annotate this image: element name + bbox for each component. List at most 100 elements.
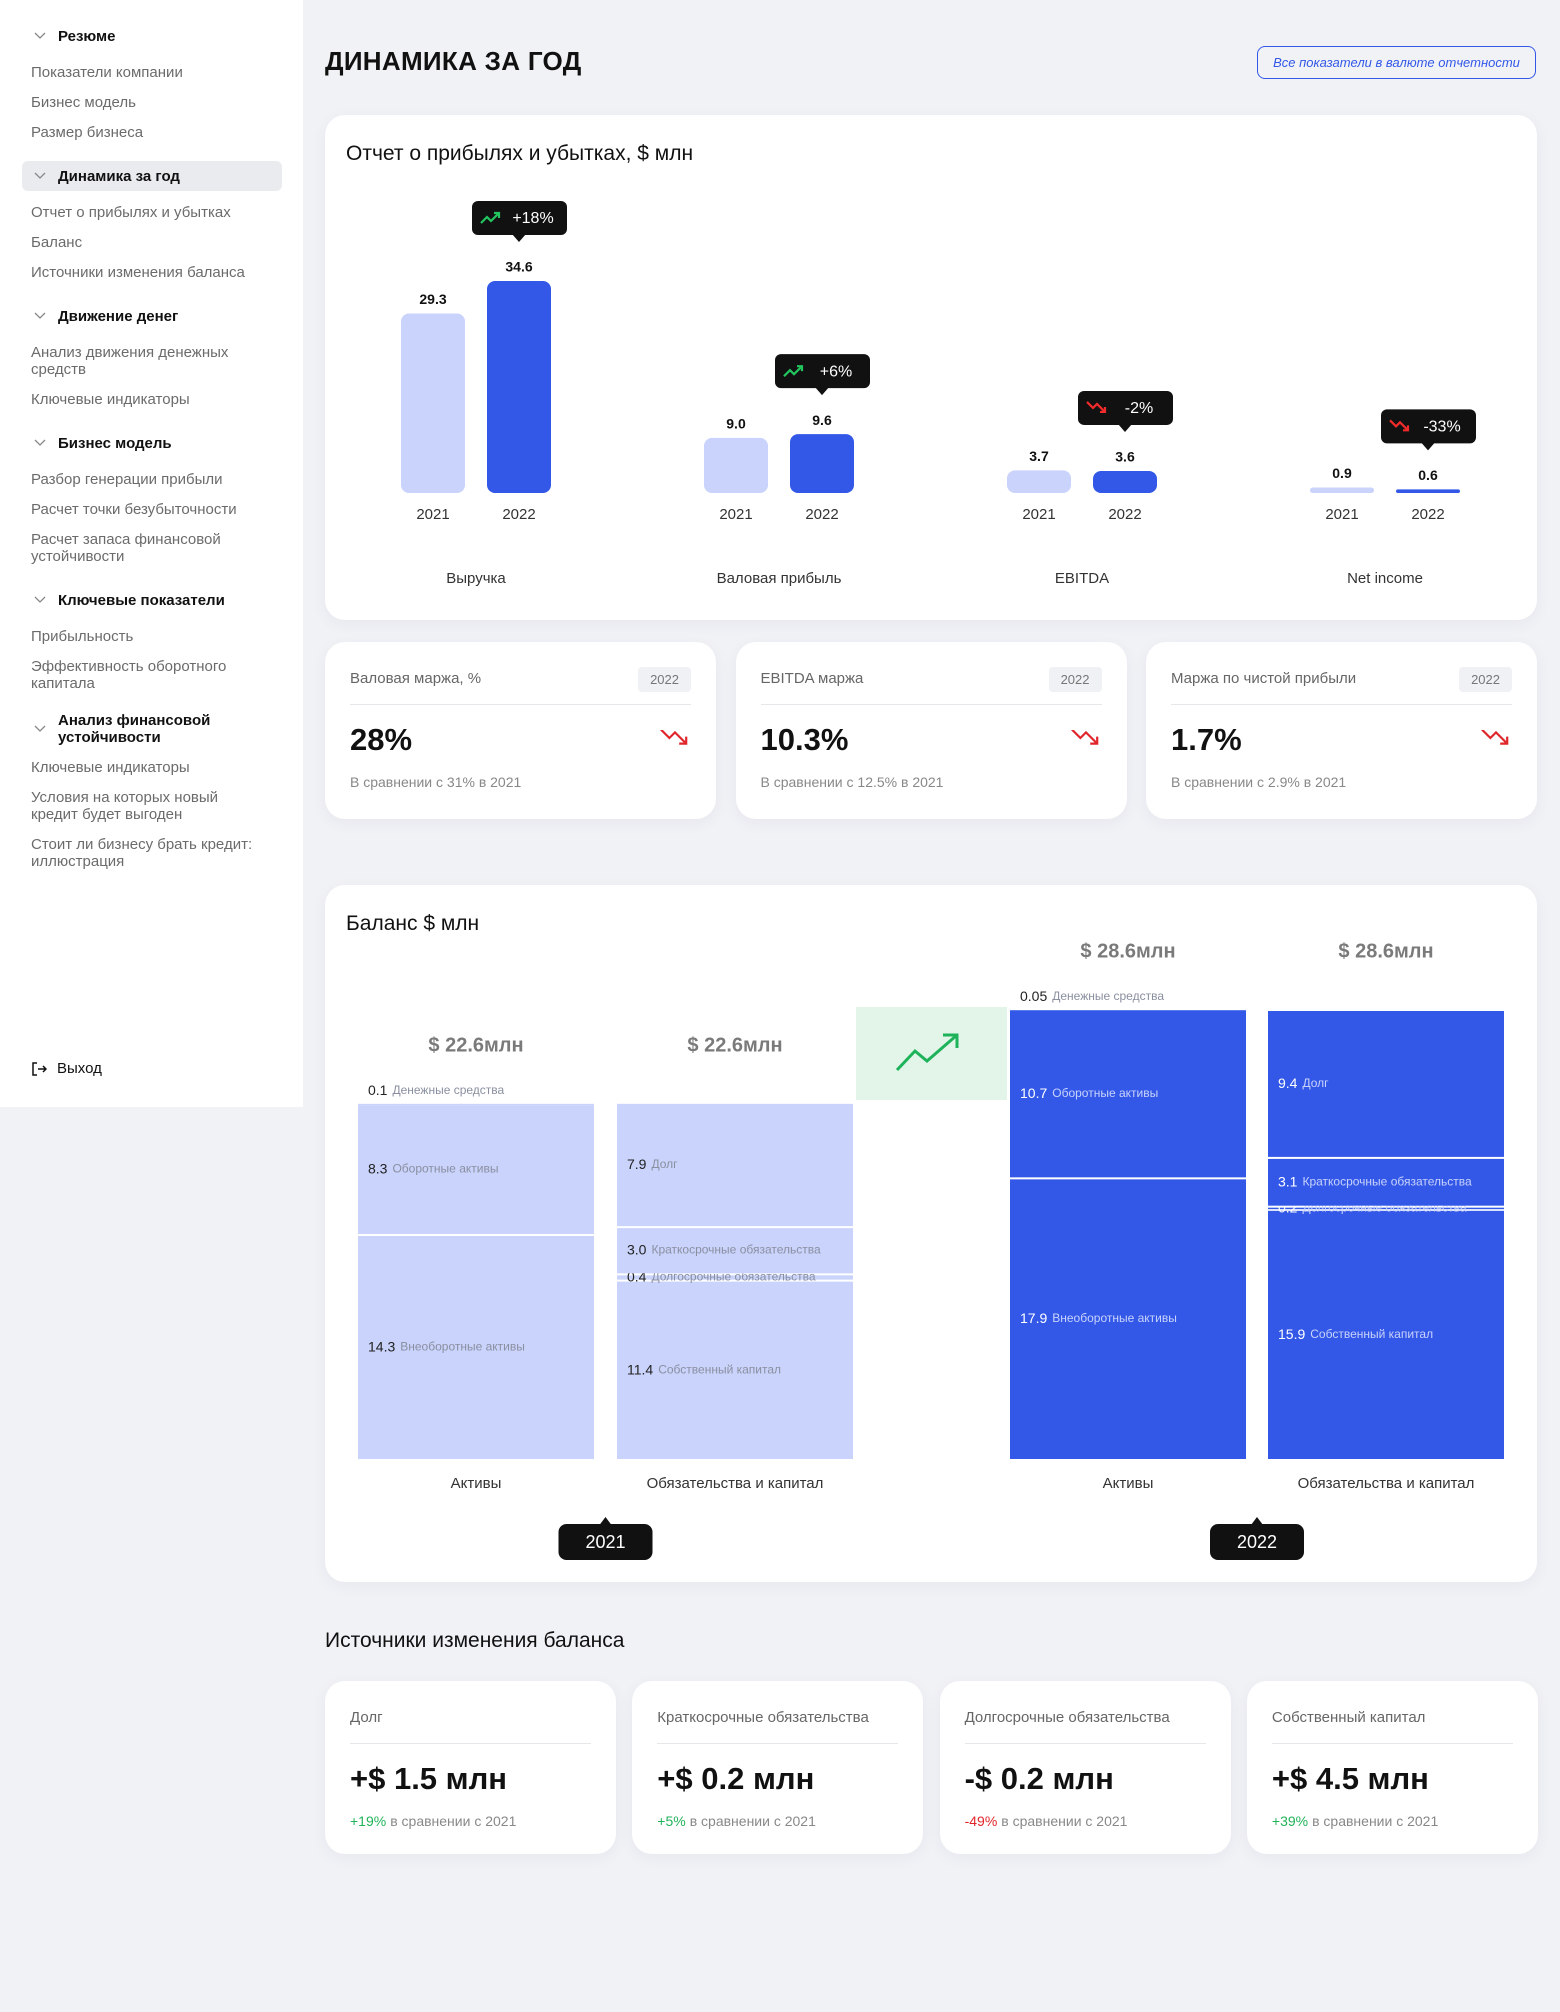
chevron-path bbox=[34, 439, 46, 446]
segment-value: 15.9 bbox=[1278, 1326, 1305, 1342]
kpi-value: 28% bbox=[350, 722, 413, 757]
value-label: 29.3 bbox=[419, 291, 446, 307]
nav-item[interactable]: Расчет точки безубыточности bbox=[31, 501, 237, 518]
series-label: 2021 bbox=[1325, 506, 1358, 523]
nav-section: Анализ финансовой устойчивости Ключевые и… bbox=[22, 712, 282, 870]
kpi-trend-icon bbox=[1481, 730, 1509, 745]
year-tag-pointer bbox=[1251, 1517, 1263, 1525]
nav-item[interactable]: Анализ движения денежных средств bbox=[31, 344, 229, 378]
source-card: Собственный капитал +$ 4.5 млн +39% в сравн… bbox=[1246, 1681, 1538, 1854]
value-label: 34.6 bbox=[505, 259, 532, 275]
source-title: Долг bbox=[350, 1709, 383, 1726]
year-tag-label: 2022 bbox=[1237, 1532, 1277, 1552]
segment-name: Внеоборотные активы bbox=[400, 1340, 525, 1354]
nav-section-title[interactable]: Ключевые показатели bbox=[58, 591, 225, 609]
nav-item[interactable]: Показатели компании bbox=[31, 64, 183, 81]
segment-value: 0.05 bbox=[1020, 988, 1047, 1004]
nav-section-header[interactable]: Анализ финансовой устойчивости bbox=[22, 712, 282, 746]
value-label: 0.9 bbox=[1332, 465, 1352, 481]
nav-section: Движение денег Анализ движения денежных с… bbox=[22, 301, 282, 409]
kpi-card: Валовая маржа, % 2022 28% В сравнении с 31%… bbox=[325, 642, 716, 819]
nav-section-header[interactable]: Резюме bbox=[22, 21, 282, 51]
kpi-value: 1.7% bbox=[1171, 722, 1242, 757]
divider bbox=[350, 704, 691, 705]
segment-label: 9.4 Долг bbox=[1278, 1075, 1329, 1091]
nav-item[interactable]: Ключевые индикаторы bbox=[31, 391, 190, 408]
nav-section-title[interactable]: Движение денег bbox=[58, 307, 179, 325]
logout-label[interactable]: Выход bbox=[57, 1060, 102, 1077]
source-card: Краткосрочные обязательства +$ 0.2 млн +5%… bbox=[632, 1681, 924, 1854]
segment-name: Денежные средства bbox=[1052, 989, 1164, 1003]
nav-section-title[interactable]: Резюме bbox=[58, 27, 116, 45]
divider bbox=[1171, 704, 1512, 705]
source-value: +$ 1.5 млн bbox=[350, 1761, 508, 1796]
bar bbox=[790, 434, 854, 493]
nav-item[interactable]: Размер бизнеса bbox=[31, 124, 144, 141]
segment bbox=[617, 1281, 853, 1459]
growth-box bbox=[856, 1007, 1007, 1100]
nav-item[interactable]: Расчет запаса финансовой устойчивости bbox=[31, 531, 221, 565]
segment bbox=[1268, 1011, 1504, 1157]
balance-card: 14.3 Внеоборотные активы 8.3 Оборотные акти… bbox=[325, 885, 1537, 1582]
nav-item[interactable]: Эффективность оборотного капитала bbox=[31, 658, 227, 692]
nav-item[interactable]: Стоит ли бизнесу брать кредит: иллюстрац… bbox=[31, 836, 253, 870]
trend-icon bbox=[783, 365, 803, 377]
nav-item[interactable]: Разбор генерации прибыли bbox=[31, 471, 223, 488]
value-label: 3.6 bbox=[1115, 449, 1135, 465]
nav-item[interactable]: Источники изменения баланса bbox=[31, 264, 245, 281]
sources-title: Источники изменения баланса bbox=[325, 1629, 625, 1652]
nav-section-title[interactable]: Бизнес модель bbox=[58, 434, 172, 452]
growth-arrow bbox=[895, 1033, 958, 1072]
logout[interactable]: Выход bbox=[31, 1060, 102, 1077]
nav-item[interactable]: Баланс bbox=[31, 234, 83, 251]
segment bbox=[617, 1275, 853, 1280]
icon-path bbox=[32, 1061, 47, 1076]
nav-section-title[interactable]: Анализ финансовой устойчивости bbox=[58, 712, 211, 746]
source-change: +5% bbox=[657, 1813, 686, 1829]
badge-pointer bbox=[1118, 423, 1132, 432]
nav-item[interactable]: Условия на которых новый кредит будет вы… bbox=[31, 789, 219, 823]
segment-label: 14.3 Внеоборотные активы bbox=[368, 1338, 525, 1354]
balance-chart: 14.3 Внеоборотные активы 8.3 Оборотные акти… bbox=[358, 940, 1504, 1560]
nav-item[interactable]: Ключевые индикаторы bbox=[31, 759, 190, 776]
currency-note[interactable]: Все показатели в валюте отчетности bbox=[1257, 46, 1536, 79]
chevron-path bbox=[34, 32, 46, 39]
value-label: 3.7 bbox=[1029, 448, 1049, 464]
source-comparison: +19% в сравнении с 2021 bbox=[350, 1813, 516, 1829]
category-label: Net income bbox=[1347, 570, 1423, 587]
segment bbox=[358, 1105, 594, 1234]
chevron bbox=[34, 312, 46, 319]
source-title: Собственный капитал bbox=[1271, 1709, 1426, 1726]
nav-section-header[interactable]: Бизнес модель bbox=[22, 428, 282, 458]
kpi-card: Маржа по чистой прибыли 2022 1.7% В сравнен… bbox=[1146, 642, 1537, 819]
growth-arrowhead bbox=[943, 1033, 959, 1048]
chevron bbox=[34, 596, 46, 603]
source-value: +$ 4.5 млн bbox=[1271, 1761, 1429, 1796]
kpi-trend-icon bbox=[660, 730, 688, 745]
year-tag bbox=[1210, 1524, 1304, 1560]
kpi-title: Валовая маржа, % bbox=[350, 670, 482, 687]
segment-label: 8.3 Оборотные активы bbox=[368, 1160, 498, 1176]
year-tag bbox=[558, 1524, 653, 1560]
column-label: Активы bbox=[1103, 1475, 1154, 1492]
segment-name: Внеоборотные активы bbox=[1052, 1311, 1177, 1325]
nav-item[interactable]: Отчет о прибылях и убытках bbox=[31, 204, 231, 221]
year-tag-label: 2021 bbox=[585, 1532, 625, 1552]
trend-icon-head bbox=[797, 365, 804, 372]
nav-section-header[interactable]: Ключевые показатели bbox=[22, 585, 282, 615]
kpi-comparison: В сравнении с 31% в 2021 bbox=[350, 774, 522, 790]
nav-section-title[interactable]: Динамика за год bbox=[58, 167, 180, 185]
nav-item[interactable]: Бизнес модель bbox=[31, 94, 136, 111]
kpi-title: EBITDA маржа bbox=[760, 670, 864, 687]
segment bbox=[1010, 1011, 1246, 1178]
source-change: +19% bbox=[350, 1813, 387, 1829]
divider bbox=[657, 1743, 899, 1744]
trend-icon-head bbox=[1100, 406, 1107, 414]
logout-icon bbox=[32, 1061, 47, 1076]
sidebar: Резюме Показатели компании Бизнес модель Ра… bbox=[0, 0, 303, 1107]
chart-title: Баланс $ млн bbox=[346, 912, 480, 935]
nav-section-header[interactable]: Динамика за год bbox=[22, 161, 282, 191]
kpi-year: 2022 bbox=[638, 667, 691, 692]
nav-section-header[interactable]: Движение денег bbox=[22, 301, 282, 331]
nav-item[interactable]: Прибыльность bbox=[31, 628, 134, 645]
